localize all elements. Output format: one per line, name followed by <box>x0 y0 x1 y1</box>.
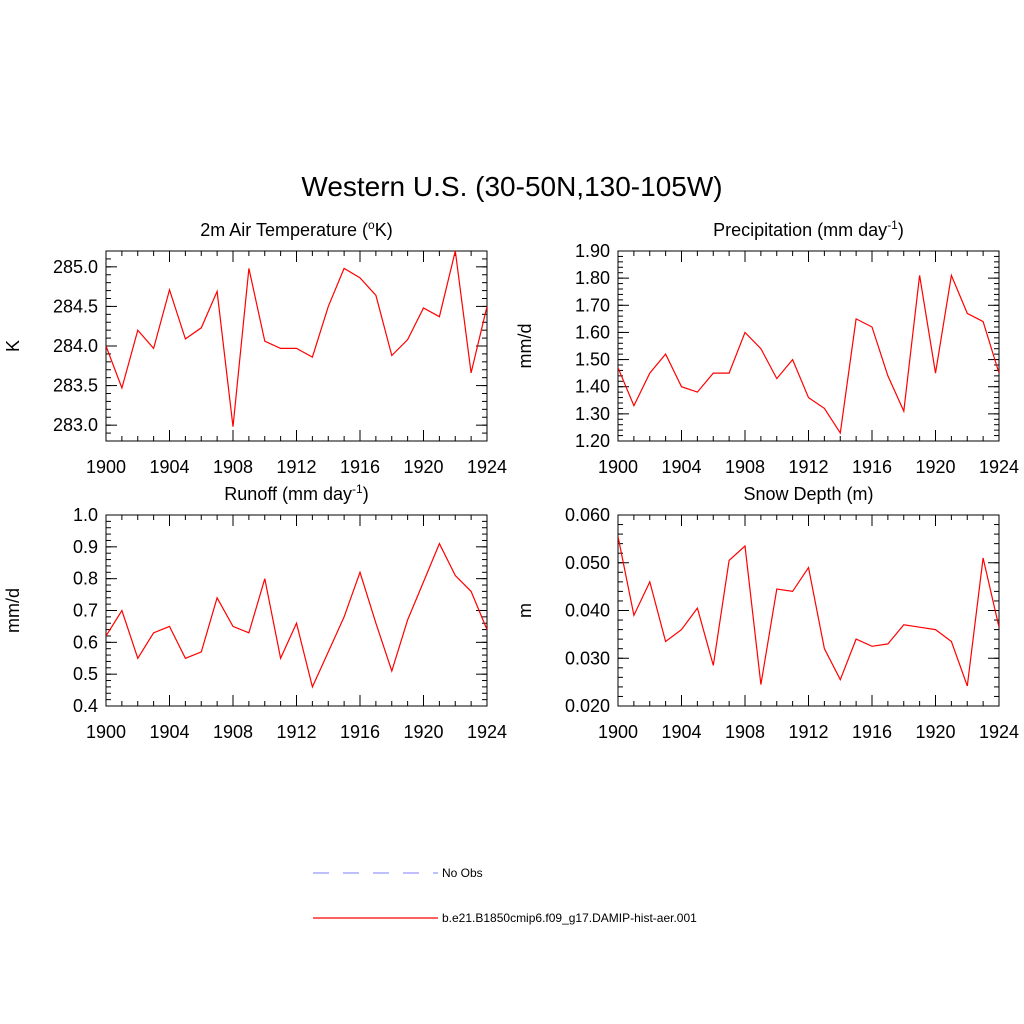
y-tick-label: 283.5 <box>53 376 98 396</box>
x-tick-label: 1916 <box>852 722 892 742</box>
y-axis-label: m <box>515 603 535 618</box>
y-tick-label: 1.60 <box>575 322 610 342</box>
plot-frame <box>617 514 1000 707</box>
y-tick-label: 0.6 <box>73 632 98 652</box>
y-axis-label: mm/d <box>3 588 23 633</box>
panel-title: 2m Air Temperature (oK) <box>200 218 392 240</box>
y-tick-label: 1.30 <box>575 404 610 424</box>
panel-title-text: Precipitation (mm day <box>713 220 887 240</box>
panel-title-text: Snow Depth (m) <box>743 484 873 504</box>
legend-label-1: b.e21.B1850cmip6.f09_g17.DAMIP-hist-aer.… <box>442 911 697 925</box>
x-tick-label: 1916 <box>340 722 380 742</box>
series-line-0 <box>106 251 487 427</box>
y-tick-label: 283.0 <box>53 415 98 435</box>
x-tick-label: 1916 <box>340 457 380 477</box>
x-tick-label: 1900 <box>598 457 638 477</box>
panel-title: Precipitation (mm day-1) <box>713 218 904 240</box>
y-tick-label: 1.0 <box>73 505 98 525</box>
series-line-0 <box>106 542 487 689</box>
x-tick-label: 1924 <box>979 722 1019 742</box>
panels-group: 2m Air Temperature (oK) K 1900 1904 1908 1912… <box>3 218 1019 742</box>
x-tick-label: 1908 <box>725 722 765 742</box>
x-tick-label: 1904 <box>149 722 189 742</box>
y-tick-label: 0.030 <box>565 648 610 668</box>
series-line-0 <box>618 536 999 687</box>
panel-title-text: Runoff (mm day <box>224 484 352 504</box>
x-tick-label: 1920 <box>403 722 443 742</box>
y-axis-label: K <box>3 340 23 352</box>
x-tick-label: 1908 <box>213 457 253 477</box>
y-tick-label: 0.020 <box>565 696 610 716</box>
y-tick-label: 0.8 <box>73 569 98 589</box>
y-tick-label: 284.0 <box>53 336 98 356</box>
x-tick-label: 1900 <box>86 722 126 742</box>
panel-title-superscript: -1 <box>352 482 363 496</box>
panel-title-suffix: ) <box>898 220 904 240</box>
x-tick-label: 1924 <box>979 457 1019 477</box>
legend-label-0: No Obs <box>442 866 483 880</box>
x-tick-label: 1900 <box>86 457 126 477</box>
x-tick-label: 1920 <box>915 457 955 477</box>
x-tick-label: 1920 <box>403 457 443 477</box>
y-tick-label: 0.050 <box>565 553 610 573</box>
figure-title: Western U.S. (30-50N,130-105W) <box>301 171 722 202</box>
panel-title-suffix: K) <box>375 220 393 240</box>
x-tick-label: 1904 <box>661 722 701 742</box>
y-tick-label: 0.040 <box>565 601 610 621</box>
x-tick-label: 1900 <box>598 722 638 742</box>
x-tick-label: 1912 <box>276 722 316 742</box>
panel-1: Precipitation (mm day-1) mm/d 1900 1904 1908… <box>515 218 1019 477</box>
panel-0: 2m Air Temperature (oK) K 1900 1904 1908 1912… <box>3 218 507 477</box>
x-tick-label: 1916 <box>852 457 892 477</box>
y-tick-label: 1.50 <box>575 350 610 370</box>
y-tick-label: 1.80 <box>575 268 610 288</box>
x-tick-label: 1924 <box>467 457 507 477</box>
y-tick-label: 285.0 <box>53 257 98 277</box>
panel-title-superscript: -1 <box>887 218 898 232</box>
y-tick-label: 284.5 <box>53 296 98 316</box>
legend: No Obs b.e21.B1850cmip6.f09_g17.DAMIP-his… <box>313 866 697 925</box>
x-tick-label: 1904 <box>149 457 189 477</box>
panel-title-superscript: o <box>368 218 375 232</box>
panel-title: Snow Depth (m) <box>743 484 873 504</box>
y-tick-label: 0.9 <box>73 537 98 557</box>
y-tick-label: 1.90 <box>575 241 610 261</box>
x-tick-label: 1924 <box>467 722 507 742</box>
y-tick-label: 1.70 <box>575 295 610 315</box>
panel-title: Runoff (mm day-1) <box>224 482 368 504</box>
panel-2: Runoff (mm day-1) mm/d 1900 1904 1908 1912 191… <box>3 482 507 742</box>
y-tick-label: 0.5 <box>73 664 98 684</box>
panel-3: Snow Depth (m) m 1900 1904 1908 1912 1916 1920 1… <box>515 484 1019 742</box>
y-tick-label: 1.20 <box>575 431 610 451</box>
x-tick-label: 1912 <box>276 457 316 477</box>
x-tick-label: 1912 <box>788 722 828 742</box>
y-tick-label: 0.060 <box>565 505 610 525</box>
plot-frame <box>105 250 488 442</box>
x-tick-label: 1904 <box>661 457 701 477</box>
x-tick-label: 1908 <box>213 722 253 742</box>
y-tick-label: 0.4 <box>73 696 98 716</box>
y-tick-label: 1.40 <box>575 377 610 397</box>
y-tick-label: 0.7 <box>73 601 98 621</box>
x-tick-label: 1908 <box>725 457 765 477</box>
x-tick-label: 1912 <box>788 457 828 477</box>
y-axis-label: mm/d <box>515 324 535 369</box>
x-tick-label: 1920 <box>915 722 955 742</box>
series-line-0 <box>618 273 999 435</box>
plot-frame <box>105 514 488 707</box>
plot-frame <box>617 250 1000 442</box>
panel-title-text: 2m Air Temperature ( <box>200 220 368 240</box>
panel-title-suffix: ) <box>363 484 369 504</box>
